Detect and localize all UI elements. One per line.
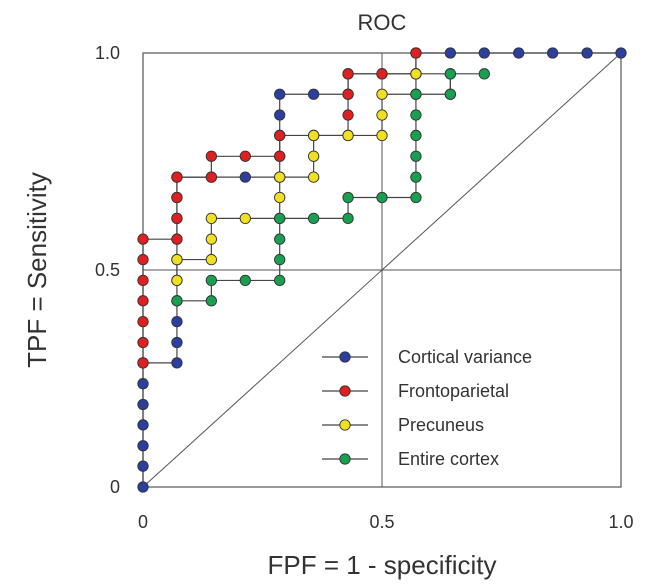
series-3-point-15 [410, 129, 422, 142]
series-3-point-12 [410, 191, 422, 204]
series-3-point-7 [274, 212, 286, 225]
series-0-point-30 [444, 47, 457, 59]
series-3-point-18 [444, 88, 457, 100]
series-1-point-10 [171, 171, 183, 183]
series-1-point-1 [137, 336, 149, 349]
series-2-point-5 [239, 212, 251, 225]
series-3-point-2 [205, 274, 218, 287]
legend-label-3: Entire cortex [398, 449, 499, 469]
legend-label-1: Frontoparietal [398, 381, 509, 401]
series-0-point-18 [239, 171, 251, 183]
series-1-point-4 [137, 274, 149, 287]
series-3-point-1 [205, 295, 218, 307]
series-0-point-32 [513, 47, 525, 59]
series-3-point-20 [478, 68, 490, 80]
series-2-point-12 [342, 129, 354, 142]
series-3-point-13 [410, 171, 422, 183]
legend: Cortical variance Frontoparietal Precuneus… [322, 347, 532, 469]
series-0-point-22 [274, 109, 286, 121]
series-1-point-14 [274, 150, 286, 162]
series-0-point-8 [171, 336, 183, 349]
series-3-point-3 [239, 274, 251, 287]
series-0-point-7 [171, 357, 183, 369]
chart-title: ROC [358, 10, 407, 35]
series-1-point-3 [137, 295, 149, 307]
legend-marker-2 [339, 419, 351, 431]
series-3-point-9 [342, 212, 354, 225]
series-3-point-0 [171, 295, 183, 307]
x-tick-label-2: 1.0 [608, 512, 633, 532]
series-0-point-23 [274, 88, 286, 100]
series-0-point-0 [137, 481, 149, 493]
series-1-point-20 [342, 68, 354, 80]
series-0-point-9 [171, 315, 183, 328]
series-3-point-8 [307, 212, 320, 225]
y-tick-label-0: 0 [110, 477, 120, 497]
y-axis-label: TPF = Sensitivity [22, 172, 52, 368]
series-0-point-31 [478, 47, 490, 59]
series-0-point-24 [307, 88, 320, 100]
series-2-point-10 [307, 150, 320, 162]
series-0-point-34 [581, 47, 593, 59]
series-2-point-0 [171, 274, 183, 287]
series-1-point-15 [274, 129, 286, 142]
series-2-point-1 [171, 253, 183, 266]
legend-label-0: Cortical variance [398, 347, 532, 367]
series-3-point-16 [410, 109, 422, 121]
series-2-point-9 [307, 171, 320, 183]
y-tick-label-1: 0.5 [95, 260, 120, 280]
series-1-point-2 [137, 315, 149, 328]
chance-diagonal [142, 52, 622, 488]
series-3-point-5 [274, 253, 286, 266]
x-tick-label-1: 0.5 [369, 512, 394, 532]
x-axis-label: FPF = 1 - specificity [268, 550, 497, 580]
legend-label-2: Precuneus [398, 415, 484, 435]
legend-marker-3 [339, 453, 351, 465]
series-1-point-19 [342, 88, 354, 100]
series-3-point-11 [376, 191, 388, 204]
legend-marker-0 [339, 351, 351, 363]
series-2-point-11 [307, 129, 320, 142]
series-1-point-5 [137, 253, 149, 266]
series-1-point-13 [239, 150, 251, 162]
y-tick-label-2: 1.0 [95, 43, 120, 63]
series-1-point-18 [342, 109, 354, 121]
series-line-3 [176, 73, 485, 302]
series-1-point-21 [376, 68, 388, 80]
series-0-point-3 [137, 419, 149, 431]
series-layer [137, 47, 627, 493]
series-1-point-0 [137, 357, 149, 369]
series-3-point-4 [274, 274, 286, 287]
series-0-point-1 [137, 460, 149, 472]
series-2-point-8 [274, 171, 286, 183]
series-2-point-3 [205, 233, 218, 245]
series-1-point-7 [171, 233, 183, 245]
series-2-point-7 [274, 191, 286, 204]
series-2-point-2 [205, 253, 218, 266]
series-0-point-4 [137, 398, 149, 411]
series-0-point-33 [546, 47, 559, 59]
series-2-point-14 [376, 109, 388, 121]
series-0-point-5 [137, 378, 149, 390]
series-1-point-9 [171, 191, 183, 204]
series-3-point-6 [274, 233, 286, 245]
series-3-point-19 [444, 68, 457, 80]
series-1-point-11 [205, 171, 218, 183]
series-1-point-12 [205, 150, 218, 162]
series-2-point-15 [376, 88, 388, 100]
series-1-point-23 [410, 47, 422, 59]
series-3-point-14 [410, 150, 422, 162]
series-2-point-17 [410, 68, 422, 80]
series-2-point-4 [205, 212, 218, 225]
series-0-point-2 [137, 440, 149, 452]
legend-marker-1 [339, 385, 351, 397]
series-1-point-8 [171, 212, 183, 225]
x-tick-label-0: 0 [138, 512, 148, 532]
series-2-point-13 [376, 129, 388, 142]
series-1-point-6 [137, 233, 149, 245]
series-3-point-10 [342, 191, 354, 204]
series-3-point-17 [410, 88, 422, 100]
series-0-point-35 [615, 47, 627, 59]
